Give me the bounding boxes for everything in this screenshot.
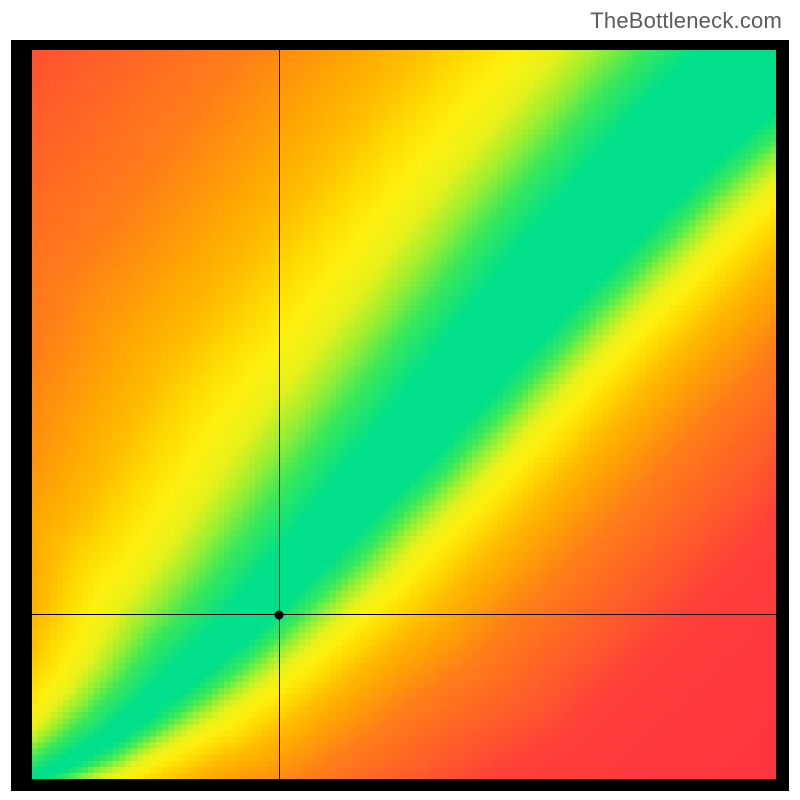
- watermark-text: TheBottleneck.com: [590, 8, 782, 34]
- crosshair-marker: [275, 610, 284, 619]
- heatmap-plot: [32, 50, 776, 779]
- figure-root: TheBottleneck.com: [0, 0, 800, 800]
- heatmap-canvas: [32, 50, 776, 779]
- plot-frame: [11, 40, 789, 791]
